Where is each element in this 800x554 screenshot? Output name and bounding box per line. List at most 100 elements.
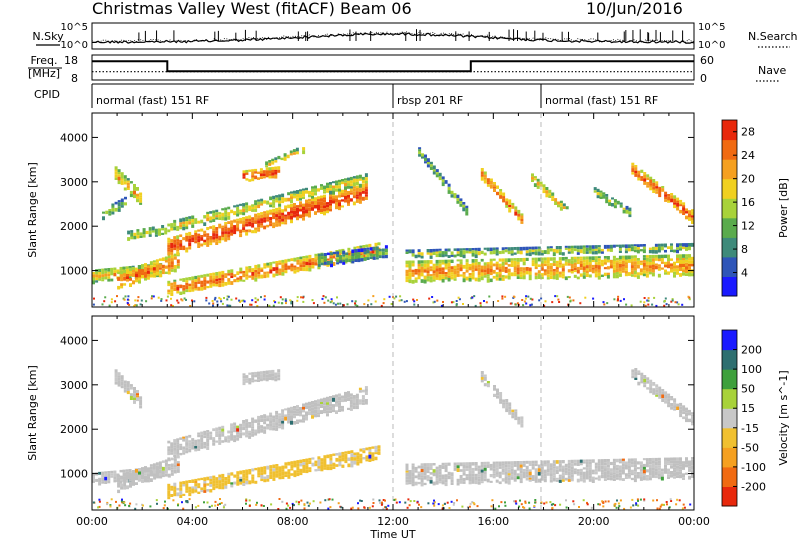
power-cell (424, 161, 427, 164)
velocity-cell (123, 389, 127, 393)
power-cell (447, 266, 451, 269)
power-cell (426, 278, 430, 282)
velocity-speckle (177, 503, 180, 506)
velocity-speckle (219, 498, 221, 500)
power-cell (435, 174, 439, 178)
power-colorbar-swatch (722, 159, 737, 180)
velocity-cell (107, 480, 111, 484)
velocity-cell (257, 371, 260, 374)
velocity-speckle (186, 500, 189, 502)
velocity-cell (287, 415, 291, 418)
power-cell (230, 275, 234, 278)
velocity-cell (349, 396, 353, 400)
power-cell (522, 257, 526, 262)
power-cell (625, 205, 629, 210)
power-cell (227, 237, 231, 241)
power-cell (621, 264, 625, 267)
power-cell (161, 225, 165, 229)
power-cell (411, 274, 415, 277)
power-cell (634, 165, 638, 167)
xtick-label: 00:00 (678, 515, 710, 528)
velocity-cell (567, 465, 571, 469)
power-cell (507, 275, 511, 280)
velocity-cell (573, 470, 577, 475)
power-cell (349, 187, 353, 191)
power-cell (356, 246, 360, 249)
power-cell (245, 276, 249, 280)
velocity-cell (323, 405, 326, 409)
velocity-cell (251, 380, 255, 383)
velocity-cell (272, 477, 276, 481)
velocity-cell (645, 461, 649, 464)
power-cell (649, 179, 653, 184)
power-cell (268, 167, 272, 171)
power-cell (308, 262, 312, 266)
power-cell (651, 261, 655, 265)
velocity-colorbar-tick-label: 15 (741, 402, 755, 415)
power-speckle (525, 302, 528, 305)
power-speckle (405, 300, 408, 303)
power-cell (414, 268, 418, 272)
power-speckle (433, 300, 436, 303)
power-cell (354, 255, 358, 260)
power-cell (142, 231, 146, 235)
power-cell (465, 262, 469, 267)
velocity-cell (146, 476, 150, 480)
velocity-cell (624, 473, 628, 476)
velocity-cell (136, 395, 139, 398)
power-cell (266, 265, 270, 268)
velocity-cell (654, 465, 658, 469)
velocity-cell (170, 442, 174, 445)
power-cell (215, 284, 219, 287)
velocity-cell (197, 483, 201, 486)
velocity-cell (326, 454, 330, 459)
power-cell (489, 184, 493, 189)
velocity-cell (534, 468, 538, 473)
velocity-cell (567, 471, 571, 476)
velocity-cell (138, 471, 141, 475)
power-cell (561, 268, 565, 272)
velocity-cell (194, 439, 198, 444)
power-speckle (274, 301, 277, 304)
power-cell (344, 199, 347, 203)
power-cell (230, 226, 234, 230)
velocity-cell (179, 452, 183, 456)
velocity-speckle (442, 507, 445, 510)
power-cell (519, 277, 523, 280)
power-cell (129, 190, 133, 194)
velocity-cell (356, 461, 360, 466)
power-cell (652, 186, 656, 190)
velocity-cell (612, 472, 616, 475)
power-cell (465, 266, 469, 270)
power-speckle (284, 298, 287, 301)
velocity-cell (441, 477, 445, 479)
power-cell (364, 191, 368, 195)
power-speckle (139, 303, 142, 306)
power-cell (218, 217, 222, 220)
power-cell (364, 186, 368, 190)
velocity-cell (221, 486, 225, 490)
power-cell (135, 273, 138, 278)
power-cell (459, 264, 463, 268)
power-cell (507, 250, 511, 255)
power-cell (293, 214, 296, 218)
power-cell (114, 177, 118, 180)
power-cell (308, 259, 312, 263)
power-cell (203, 279, 207, 283)
power-cell (619, 202, 623, 205)
power-cell (534, 275, 538, 280)
velocity-speckle (256, 501, 258, 504)
velocity-cell (525, 469, 529, 472)
velocity-cell (248, 469, 252, 472)
velocity-cell (132, 473, 135, 477)
power-cell (664, 269, 667, 273)
power-cell (596, 192, 600, 196)
power-cell (296, 259, 300, 263)
velocity-cell (176, 438, 180, 443)
velocity-cell (633, 474, 637, 479)
velocity-cell (129, 473, 132, 477)
power-cell (260, 267, 264, 270)
power-cell (299, 191, 302, 195)
power-cell (549, 246, 553, 249)
velocity-cell (364, 386, 368, 389)
